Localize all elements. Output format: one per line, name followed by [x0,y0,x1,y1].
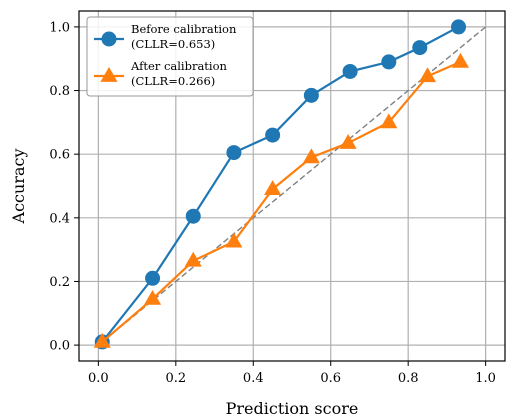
legend-note: (CLLR=0.653) [131,37,215,51]
x-tick-label: 1.0 [475,371,496,386]
y-tick-label: 0.0 [49,339,70,354]
legend-entry-2: After calibration(CLLR=0.266) [94,59,228,88]
axis-ticks: 0.0 0.2 0.4 0.6 0.8 1.0 0.0 0.2 0.4 0.6 0.8 1.0 [49,20,496,386]
data-point [339,134,357,149]
series-line [101,60,461,343]
data-point [380,113,398,129]
legend-marker [100,67,118,82]
data-point [412,40,428,56]
data-point [226,145,242,161]
plot-frame [78,10,506,362]
y-tick-label: 0.2 [49,275,70,290]
legend-marker [101,31,117,47]
data-point [342,63,358,79]
legend-label: After calibration [130,59,228,73]
data-point [144,289,162,305]
data-point [418,67,437,83]
y-tick-label: 1.0 [49,20,70,35]
legend-entries: Before calibration(CLLR=0.653) After cali… [94,22,237,88]
x-tick-label: 0.2 [165,371,186,386]
series-layer [93,19,470,350]
legend-box [86,16,254,97]
x-axis-label: Prediction score [226,399,359,418]
data-point [225,232,243,248]
legend-label: Before calibration [131,22,237,36]
legend-entry-1: Before calibration(CLLR=0.653) [94,22,237,51]
data-point [145,270,161,286]
y-tick-label: 0.4 [49,211,70,226]
x-tick-label: 0.6 [320,371,341,386]
series-line [101,25,460,343]
data-point [451,19,467,35]
legend-note: (CLLR=0.266) [131,74,215,88]
data-point [93,332,111,348]
legend: Before calibration(CLLR=0.653) After cali… [86,16,254,97]
x-tick-label: 0.4 [243,371,264,386]
data-point [381,54,397,70]
data-point [302,148,320,164]
data-point [265,127,281,143]
data-point [185,208,201,224]
data-point [184,251,202,267]
y-axis-label: Accuracy [9,149,28,225]
series-2 [93,52,470,348]
data-point [451,52,470,68]
x-tick-label: 0.8 [398,371,419,386]
data-point [264,180,282,196]
y-tick-label: 0.8 [49,84,70,99]
data-point [303,87,319,103]
y-tick-label: 0.6 [49,148,70,163]
x-tick-label: 0.0 [88,371,109,386]
